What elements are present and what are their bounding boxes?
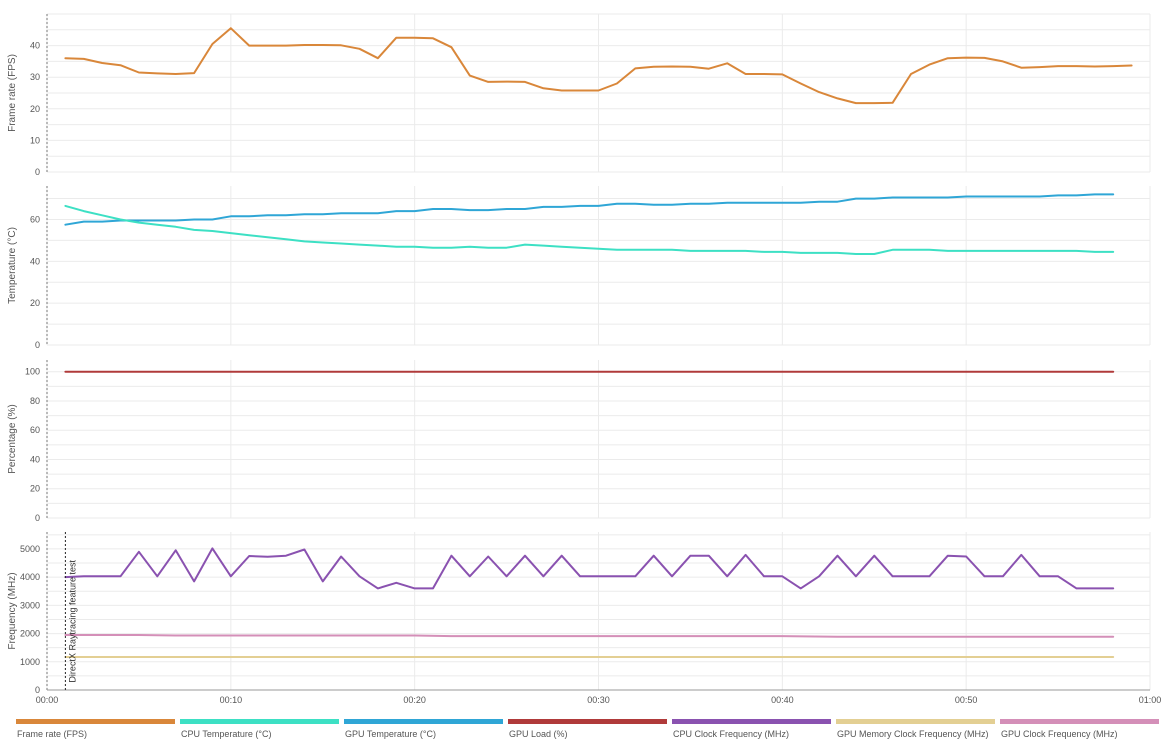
y-tick-label: 20 <box>30 298 40 308</box>
legend-label: CPU Clock Frequency (MHz) <box>673 729 789 739</box>
legend-item[interactable]: CPU Temperature (°C) <box>180 719 339 739</box>
y-tick-label: 0 <box>35 685 40 695</box>
x-axis: 00:00 00:10 00:20 00:30 00:40 00:50 01:00 <box>36 689 1162 705</box>
legend-item[interactable]: GPU Clock Frequency (MHz) <box>1000 719 1159 739</box>
legend-swatch <box>836 719 995 724</box>
y-tick-label: 0 <box>35 513 40 523</box>
series-line-gpu-clock-frequency-mhz <box>64 634 1115 638</box>
legend-swatch <box>672 719 831 724</box>
y-tick-label: 20 <box>30 484 40 494</box>
x-tick-label: 00:20 <box>403 695 426 705</box>
y-tick-label: 20 <box>30 104 40 114</box>
legend-swatch <box>16 719 175 724</box>
legend-item[interactable]: Frame rate (FPS) <box>16 719 175 739</box>
legend-item[interactable]: GPU Memory Clock Frequency (MHz) <box>836 719 995 739</box>
panel-temp: 0 20 40 60 Temperature (°C) <box>7 186 1151 350</box>
legend-label: GPU Memory Clock Frequency (MHz) <box>837 729 989 739</box>
legend-swatch <box>344 719 503 724</box>
series-line-gpu-temperature-c <box>64 193 1115 226</box>
legend: Frame rate (FPS) CPU Temperature (°C) GPU … <box>16 719 1159 739</box>
series-line-cpu-temperature-c <box>64 204 1115 255</box>
y-tick-label: 2000 <box>20 629 40 639</box>
y-tick-label: 1000 <box>20 657 40 667</box>
legend-label: GPU Temperature (°C) <box>345 729 436 739</box>
legend-label: Frame rate (FPS) <box>17 729 87 739</box>
y-tick-label: 60 <box>30 214 40 224</box>
y-tick-label: 30 <box>30 72 40 82</box>
test-marker: DirectX Raytracing feature test <box>64 532 77 690</box>
legend-label: CPU Temperature (°C) <box>181 729 271 739</box>
x-tick-label: 00:10 <box>220 695 243 705</box>
x-tick-label: 01:00 <box>1139 695 1162 705</box>
x-tick-label: 00:50 <box>955 695 978 705</box>
y-tick-label: 3000 <box>20 600 40 610</box>
x-tick-label: 00:30 <box>587 695 610 705</box>
y-tick-label: 0 <box>35 167 40 177</box>
panel-freq: 0 1000 2000 3000 4000 5000 Frequency (MHz) <box>7 532 1151 695</box>
panel-pct: 0 20 40 60 80 100 Percentage (%) <box>7 360 1151 523</box>
legend-swatch <box>1000 719 1159 724</box>
y-tick-label: 10 <box>30 135 40 145</box>
y-tick-label: 60 <box>30 425 40 435</box>
legend-swatch <box>180 719 339 724</box>
y-axis-title: Frequency (MHz) <box>7 572 18 649</box>
legend-item[interactable]: CPU Clock Frequency (MHz) <box>672 719 831 739</box>
y-axis-title: Frame rate (FPS) <box>7 54 18 132</box>
y-tick-label: 4000 <box>20 572 40 582</box>
x-tick-label: 00:00 <box>36 695 59 705</box>
legend-swatch <box>508 719 667 724</box>
chart-panels: 0 10 20 30 40 Frame rate (FPS) 0 20 40 60 Temperat… <box>7 13 1151 695</box>
legend-label: GPU Load (%) <box>509 729 568 739</box>
panel-fps: 0 10 20 30 40 Frame rate (FPS) <box>7 13 1151 177</box>
series-line-frame-rate-fps <box>64 27 1133 105</box>
legend-item[interactable]: GPU Temperature (°C) <box>344 719 503 739</box>
series-line-cpu-clock-frequency-mhz <box>64 547 1115 590</box>
y-axis-title: Temperature (°C) <box>7 227 18 304</box>
legend-item[interactable]: GPU Load (%) <box>508 719 667 739</box>
y-tick-label: 80 <box>30 396 40 406</box>
y-tick-label: 5000 <box>20 544 40 554</box>
test-marker-label: DirectX Raytracing feature test <box>67 560 77 683</box>
y-tick-label: 40 <box>30 256 40 266</box>
y-tick-label: 40 <box>30 454 40 464</box>
y-tick-label: 0 <box>35 340 40 350</box>
y-axis-title: Percentage (%) <box>7 404 18 473</box>
legend-label: GPU Clock Frequency (MHz) <box>1001 729 1118 739</box>
y-tick-label: 40 <box>30 41 40 51</box>
x-tick-label: 00:40 <box>771 695 794 705</box>
y-tick-label: 100 <box>25 367 40 377</box>
